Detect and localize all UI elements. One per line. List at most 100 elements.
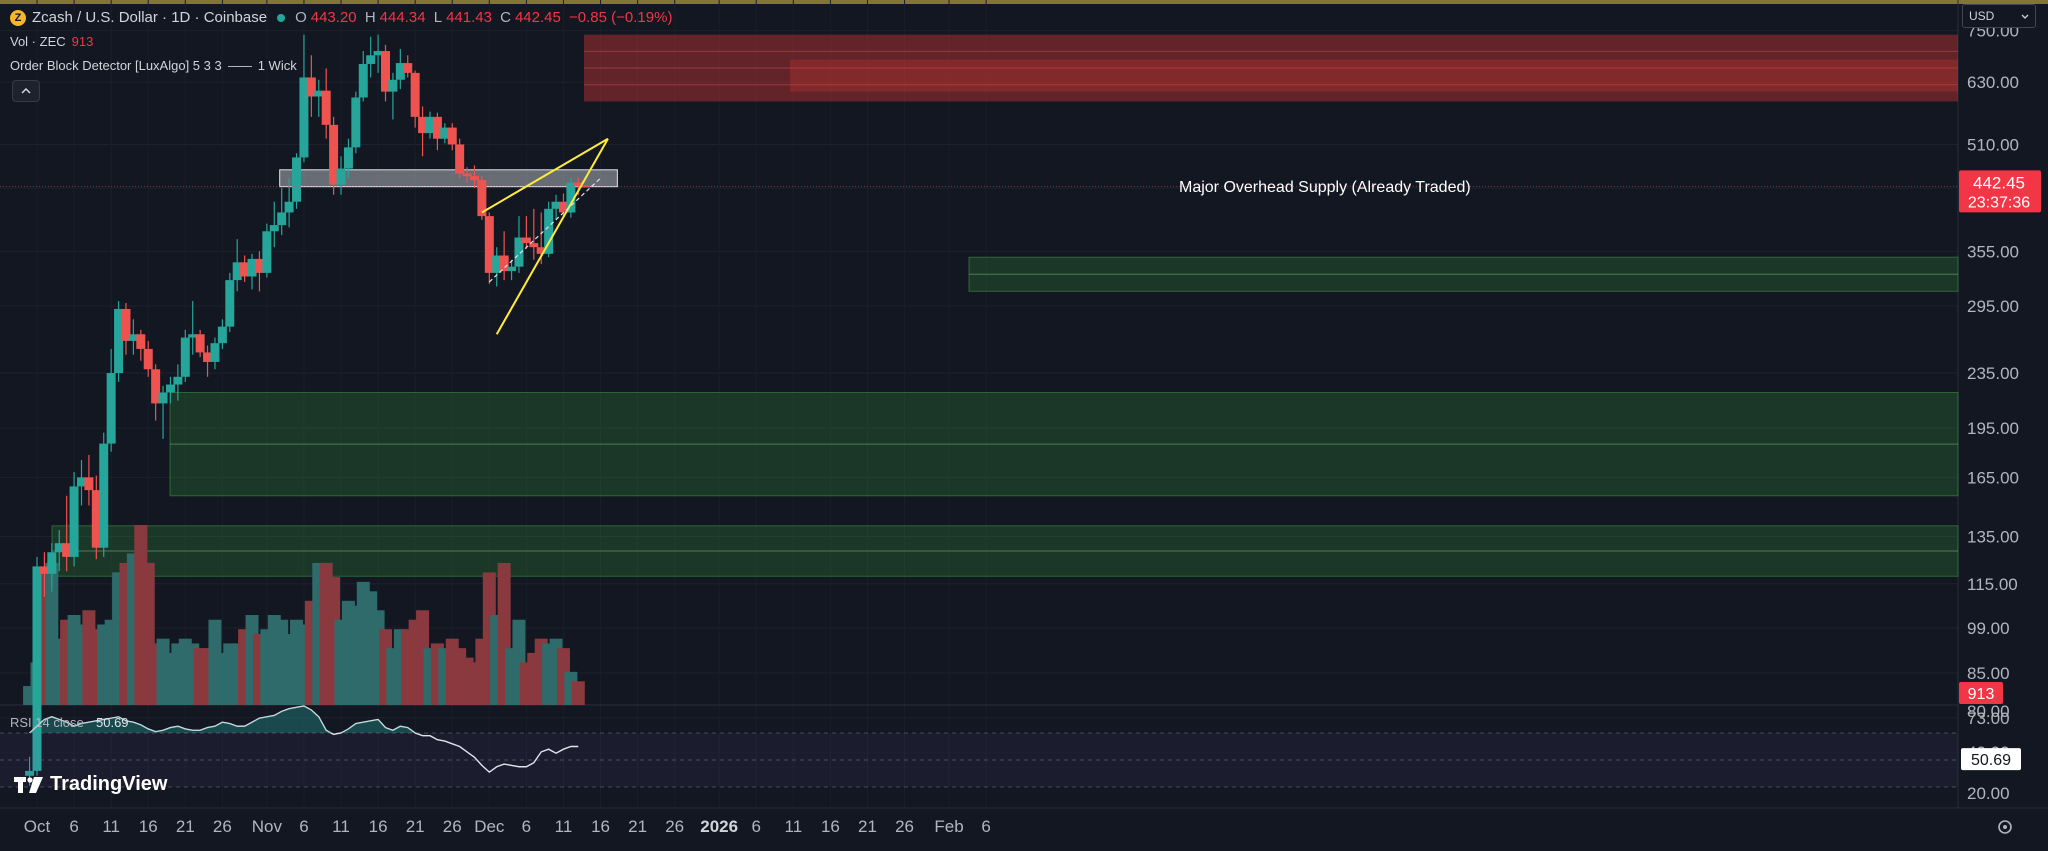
candle-body-54: [425, 116, 435, 134]
candle-body-19: [165, 384, 175, 393]
time-tick-6: Nov: [252, 817, 283, 836]
price-tick-6: 235.00: [1967, 364, 2019, 383]
indicator-legend-label[interactable]: Order Block Detector [LuxAlgo] 5 3 3: [10, 58, 222, 73]
candle-body-33: [269, 225, 279, 232]
currency-select-value: USD: [1969, 9, 1995, 23]
candle-body-15: [136, 334, 146, 349]
settings-gear-icon[interactable]: [1998, 820, 2012, 834]
time-tick-15: 16: [591, 817, 610, 836]
line-style-swatch: [227, 65, 252, 67]
candle-body-22: [188, 334, 198, 338]
rsi-legend-label: RSI 14 close: [10, 715, 84, 730]
chevron-up-icon: [21, 88, 31, 94]
rsi-legend-value: 50.69: [96, 715, 129, 730]
time-tick-19: 6: [752, 817, 761, 836]
candle-body-52: [410, 72, 420, 117]
candle-body-58: [455, 144, 465, 174]
price-tick-4: 355.00: [1967, 242, 2019, 261]
tradingview-logo[interactable]: TradingView: [14, 773, 167, 796]
candle-body-66: [514, 237, 524, 267]
candle-body-55: [432, 116, 442, 139]
candle-body-39: [314, 90, 324, 97]
time-tick-10: 21: [406, 817, 425, 836]
candle-body-49: [388, 79, 398, 92]
time-tick-20: 11: [785, 817, 803, 836]
candle-body-13: [121, 308, 131, 341]
symbol-title[interactable]: Zcash / U.S. Dollar · 1D · Coinbase: [32, 9, 268, 26]
settings-gear-ring: [1998, 820, 2012, 834]
time-tick-22: 21: [858, 817, 877, 836]
zcash-coin-icon: Z: [10, 10, 26, 26]
time-tick-5: 26: [213, 817, 232, 836]
candle-body-70: [544, 208, 554, 254]
price-tick-10: 115.00: [1967, 575, 2018, 594]
currency-select[interactable]: USD: [1962, 4, 2036, 28]
candle-body-2: [39, 566, 49, 574]
rsi-layer: RSI 14 close 50.69: [0, 705, 1958, 788]
candle-body-50: [395, 63, 405, 80]
candle-body-27: [225, 280, 235, 327]
time-tick-4: 21: [176, 817, 195, 836]
volume-legend-label[interactable]: Vol · ZEC: [10, 34, 66, 49]
settings-gear-center: [2003, 825, 2007, 829]
candle-body-26: [217, 326, 227, 344]
candle-body-68: [529, 243, 539, 248]
market-status-dot: [277, 14, 286, 22]
candle-body-10: [99, 443, 109, 548]
overhead-label: Major Overhead Supply (Already Traded): [1179, 179, 1471, 196]
rsi-overbought-fill: [29, 706, 579, 733]
time-tick-13: 6: [522, 817, 531, 836]
candle-body-31: [254, 258, 264, 273]
candle-body-38: [306, 77, 316, 97]
candle-body-64: [499, 255, 509, 272]
candle-body-53: [418, 116, 428, 134]
y-axis[interactable]: 750.00630.00510.00355.00295.00235.00195.…: [1959, 22, 2041, 803]
candle-body-72: [558, 201, 568, 213]
candle-body-6: [69, 486, 79, 557]
candle-body-40: [321, 90, 331, 125]
candle-body-7: [76, 477, 86, 487]
candle-body-14: [128, 334, 138, 341]
rsi-tick-2: 20.00: [1967, 784, 2010, 803]
candle-body-4: [54, 543, 64, 553]
candle-body-21: [180, 337, 190, 377]
candle-body-32: [262, 231, 272, 273]
candle-body-43: [343, 147, 353, 169]
time-tick-17: 26: [665, 817, 684, 836]
wedge-layer: [481, 137, 609, 335]
candle-body-67: [521, 237, 531, 244]
volume-badge: [1959, 682, 2003, 704]
time-tick-11: 26: [443, 817, 462, 836]
time-tick-0: Oct: [24, 817, 51, 836]
time-tick-23: 26: [895, 817, 914, 836]
collapse-legend-button[interactable]: [12, 80, 40, 102]
candle-body-24: [203, 352, 213, 362]
time-tick-18: 2026: [700, 817, 738, 836]
candle-body-17: [151, 369, 161, 404]
time-tick-8: 11: [332, 817, 350, 836]
candle-body-35: [284, 201, 294, 213]
volume-bar-74: [571, 681, 585, 705]
time-tick-24: Feb: [934, 817, 963, 836]
x-axis[interactable]: Oct 6 11 16 21 26 Nov 6 11 16 21 26 Dec 6 11 16 21 26 2026…: [24, 817, 2012, 836]
rsi-value-badge: [1961, 748, 2021, 771]
price-tick-5: 295.00: [1967, 297, 2019, 316]
candle-body-60: [469, 176, 479, 181]
time-tick-25: 6: [981, 817, 990, 836]
candle-body-65: [507, 266, 517, 272]
candle-body-29: [240, 262, 250, 277]
volume-legend-value: 913: [71, 34, 94, 49]
wedge-lower-line: [495, 138, 609, 335]
candle-body-63: [492, 255, 502, 273]
zones-layer: [51, 34, 1959, 577]
rsi-line: [29, 705, 579, 774]
candle-body-37: [299, 77, 309, 158]
price-tick-1: 630.00: [1967, 73, 2019, 92]
candle-body-9: [91, 490, 101, 548]
candle-body-59: [462, 173, 472, 177]
trend-dashed-line: [488, 177, 601, 283]
candle-body-71: [551, 201, 561, 209]
candle-body-16: [143, 348, 153, 370]
candle-body-5: [62, 543, 72, 557]
